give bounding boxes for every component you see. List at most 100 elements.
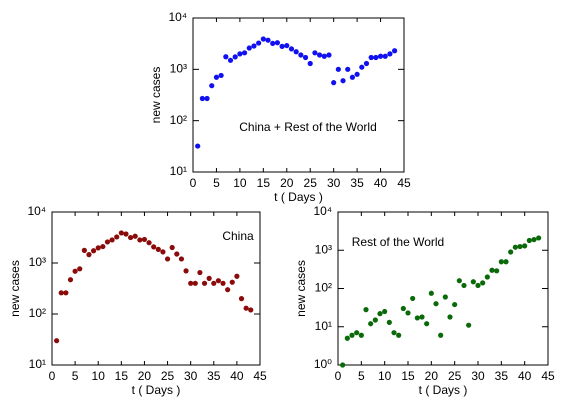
x-tick-label: 20	[425, 369, 439, 383]
point	[382, 308, 388, 315]
point	[331, 80, 337, 86]
point	[428, 290, 434, 296]
y-tick-label: 10¹	[29, 357, 46, 371]
point	[137, 237, 143, 243]
point	[480, 280, 486, 286]
point	[508, 249, 514, 255]
point	[494, 268, 500, 274]
point	[86, 252, 92, 258]
point	[206, 275, 212, 281]
point	[229, 279, 235, 285]
point	[442, 294, 448, 300]
point	[321, 53, 327, 59]
point	[466, 322, 472, 328]
point	[405, 310, 411, 316]
point	[220, 280, 226, 286]
y-tick-label: 10³	[170, 62, 187, 76]
point	[132, 233, 138, 239]
point	[424, 321, 430, 327]
point	[377, 53, 384, 59]
point	[195, 143, 201, 149]
point	[531, 236, 537, 243]
y-axis-label: new cases	[294, 260, 308, 317]
point	[522, 243, 528, 249]
x-tick-label: 45	[397, 176, 411, 190]
y-tick-label: 10²	[170, 113, 187, 127]
x-tick-label: 30	[327, 176, 341, 190]
point	[160, 249, 166, 255]
point	[344, 335, 350, 341]
point	[512, 244, 518, 250]
point	[386, 319, 392, 325]
point	[243, 305, 249, 311]
point	[223, 54, 229, 60]
point	[359, 64, 365, 70]
point	[215, 278, 221, 284]
point	[151, 244, 157, 250]
x-tick-label: 15	[257, 176, 271, 190]
point	[225, 287, 231, 293]
point	[63, 290, 69, 296]
x-tick-label: 10	[233, 176, 247, 190]
point	[447, 314, 453, 320]
point	[373, 54, 379, 61]
point	[335, 66, 341, 72]
point	[382, 53, 388, 59]
x-tick-label: 15	[401, 369, 415, 383]
x-tick-label: 5	[358, 369, 365, 383]
point	[349, 332, 355, 338]
point	[197, 269, 203, 276]
point	[67, 277, 74, 283]
point	[274, 40, 280, 46]
y-tick-label: 10²	[315, 281, 332, 295]
x-axis-label: t ( Days )	[274, 190, 323, 204]
plot-frame	[192, 17, 405, 173]
point	[251, 43, 257, 49]
point	[279, 43, 285, 49]
point	[302, 54, 309, 61]
annotation: China	[222, 229, 254, 243]
point	[317, 52, 323, 58]
point	[169, 244, 175, 251]
point	[58, 290, 64, 296]
point	[256, 40, 262, 46]
point	[54, 338, 60, 344]
point	[72, 268, 78, 274]
y-tick-label: 10⁰	[314, 357, 332, 371]
point	[104, 239, 111, 245]
point	[298, 52, 304, 58]
point	[234, 273, 240, 279]
point	[100, 243, 106, 250]
point	[433, 301, 439, 307]
y-tick-label: 10⁴	[27, 204, 46, 218]
point	[227, 57, 234, 63]
point	[368, 54, 374, 61]
point	[358, 332, 364, 338]
x-tick-label: 0	[190, 176, 197, 190]
point	[438, 332, 444, 338]
point	[377, 311, 383, 317]
point	[284, 42, 290, 49]
x-tick-label: 5	[72, 369, 79, 383]
point	[484, 274, 490, 280]
point	[248, 307, 254, 313]
point	[155, 246, 161, 252]
x-tick-label: 45	[253, 369, 267, 383]
x-tick-label: 5	[213, 176, 220, 190]
point	[414, 315, 420, 321]
x-tick-label: 45	[541, 369, 555, 383]
point	[178, 256, 185, 262]
point	[419, 314, 425, 320]
point	[192, 280, 198, 286]
point	[141, 236, 148, 243]
y-tick-label: 10⁴	[313, 204, 332, 218]
point	[526, 237, 532, 244]
point	[456, 278, 462, 284]
point	[246, 45, 252, 51]
x-tick-label: 25	[161, 369, 175, 383]
x-tick-label: 40	[374, 176, 388, 190]
point	[391, 330, 397, 336]
x-tick-label: 0	[49, 369, 56, 383]
point	[307, 60, 313, 67]
